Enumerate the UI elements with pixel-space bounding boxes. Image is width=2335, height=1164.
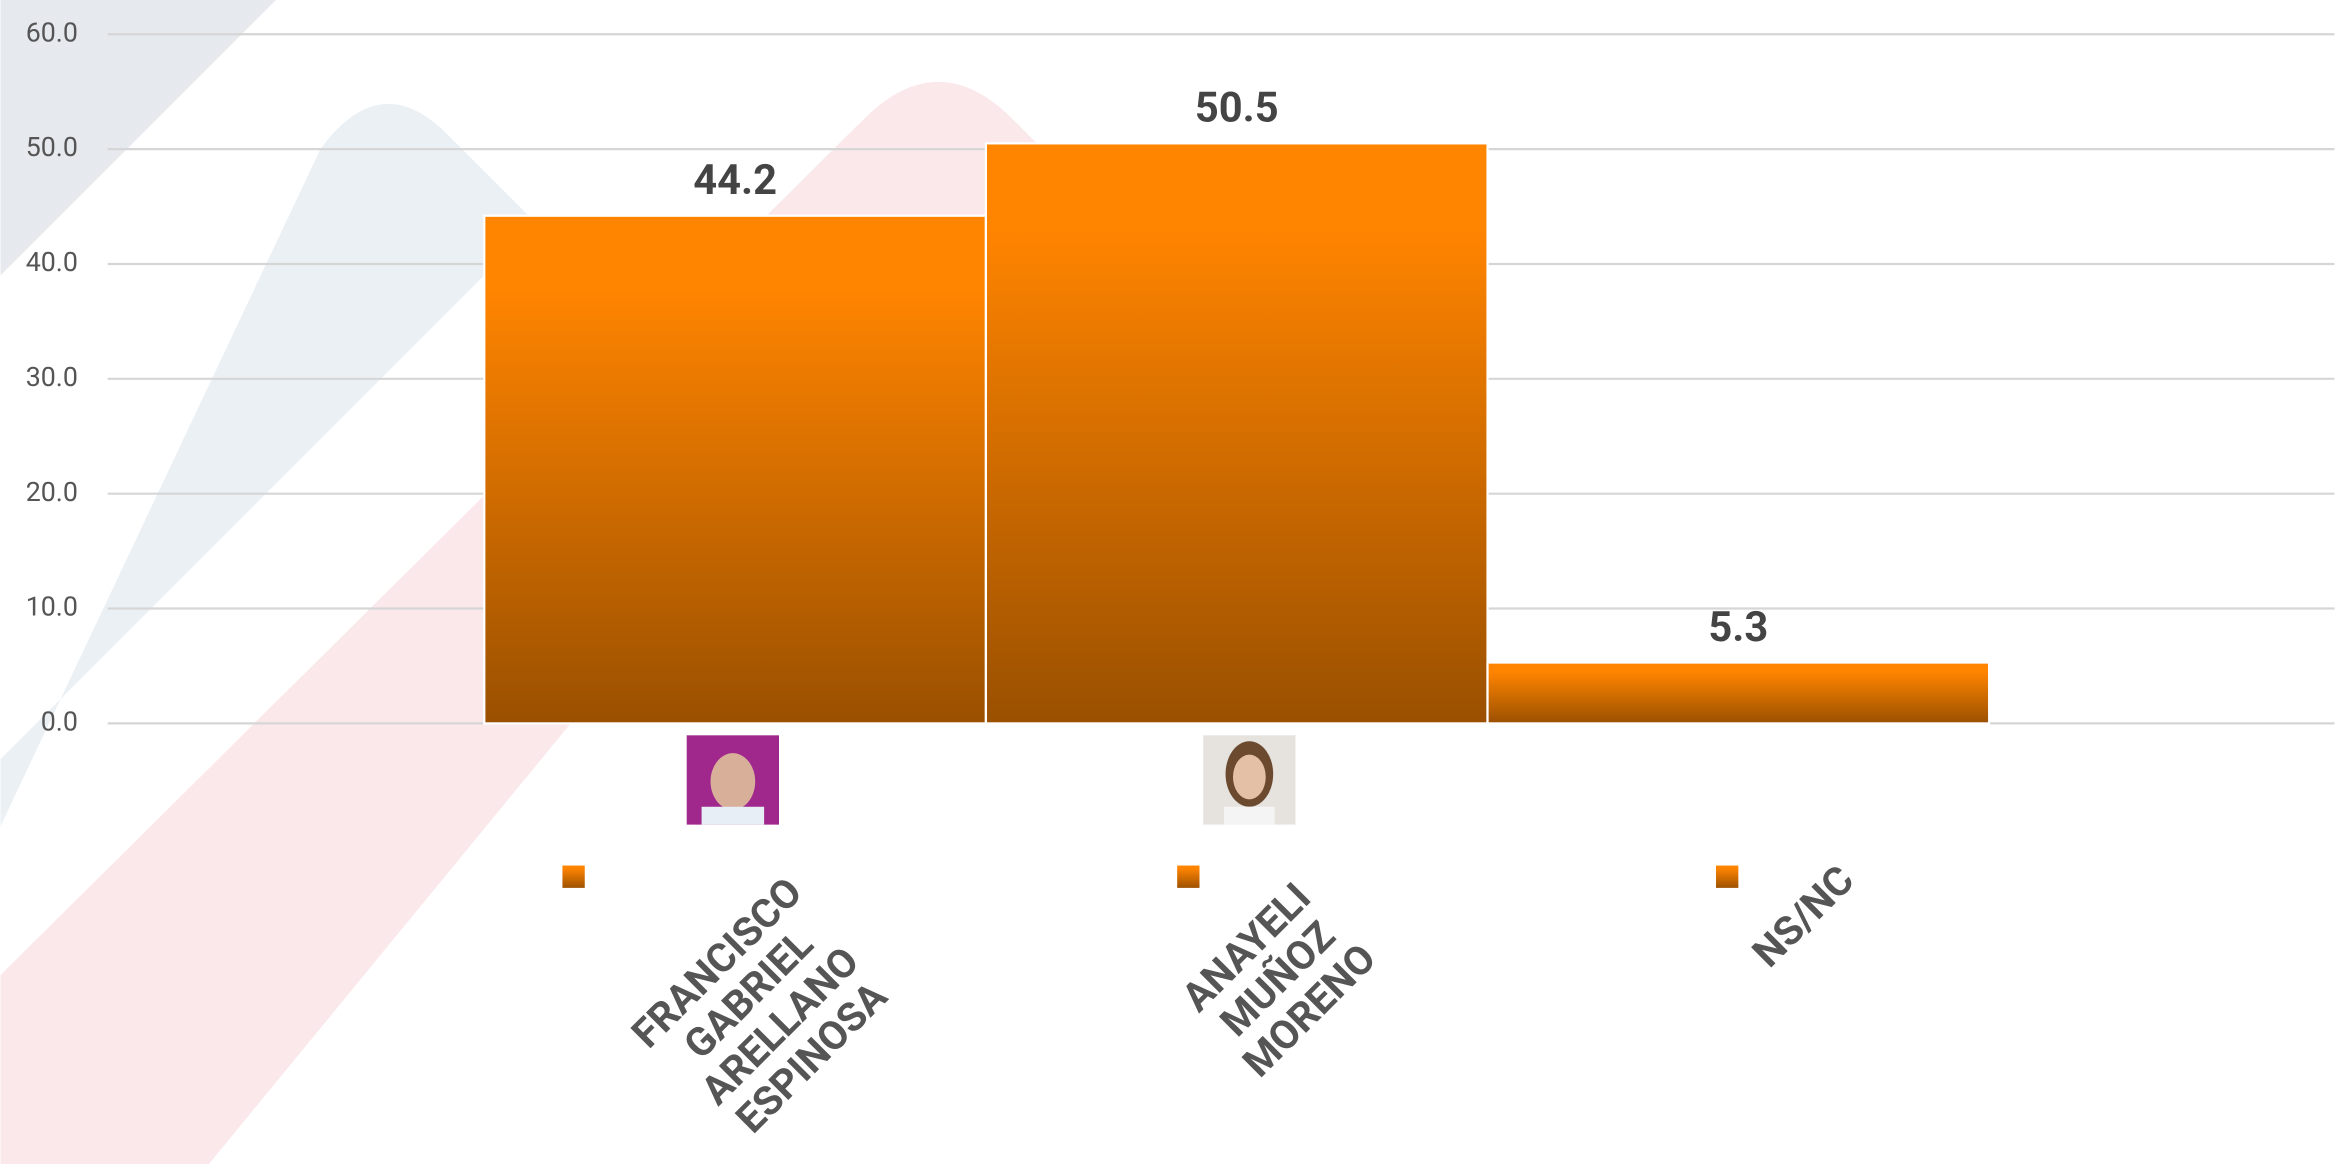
legend-swatch: [1715, 865, 1739, 889]
y-tick-label: 10.0: [26, 591, 78, 623]
page: {"chart_data": { "type": "bar", "categor…: [0, 0, 2335, 1164]
legend-swatch: [562, 865, 586, 889]
value-label: 44.2: [693, 156, 777, 205]
chart: 0.0 10.0 20.0 30.0 40.0 50.0 60.0 44.2 FRANCISCO…: [0, 0, 2335, 1164]
candidate-photo: [687, 735, 779, 824]
bar: [986, 143, 1488, 723]
y-tick-label: 40.0: [26, 246, 78, 278]
bar: [484, 216, 986, 724]
x-tick-label-line: NS/NC: [1743, 856, 1863, 976]
value-label: 50.5: [1195, 84, 1279, 133]
x-tick-label: NS/NC: [1743, 856, 1863, 976]
y-tick-label: 60.0: [26, 16, 78, 48]
y-tick-label: 0.0: [41, 705, 78, 737]
value-label: 5.3: [1708, 603, 1768, 652]
candidate-photo: [1203, 735, 1295, 824]
y-tick-label: 50.0: [26, 131, 78, 163]
bar: [1488, 663, 1990, 724]
y-tick-label: 30.0: [26, 361, 78, 393]
y-tick-label: 20.0: [26, 476, 78, 508]
legend-swatch: [1176, 865, 1200, 889]
